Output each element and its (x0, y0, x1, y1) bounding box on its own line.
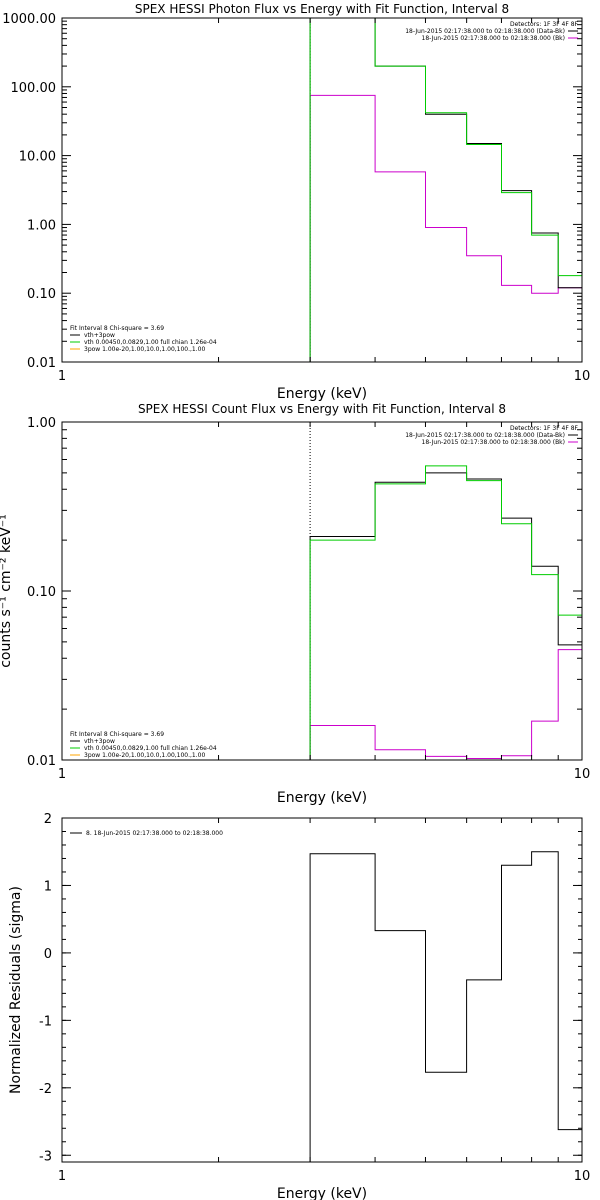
y-tick-label: 0.01 (27, 754, 56, 769)
x-tick-label: 10 (574, 1169, 591, 1184)
y-tick-label: 10.00 (19, 150, 56, 165)
y-tick-label: 2 (44, 812, 52, 827)
x-axis-title: Energy (keV) (277, 790, 367, 806)
bkg-series-line (309, 94, 582, 362)
plot-panel-1: SPEX HESSI Photon Flux vs Energy with Fi… (2, 2, 590, 402)
legend-entry: vth 0.00450,0.0829,1.00 full chian 1.26e… (84, 339, 217, 346)
fit-series-line (309, 465, 582, 760)
legend-entry: 3pow 1.00e-20,1.00,10.0,1.00,100.,1.00 (84, 346, 205, 353)
legend-entry: 8. 18-Jun-2015 02:17:38.000 to 02:18:38.… (86, 830, 223, 837)
plot-frame (61, 421, 583, 761)
legend-entry: 18-Jun-2015 02:17:38.000 to 02:18:38.000… (405, 432, 565, 439)
legend-top: 8. 18-Jun-2015 02:17:38.000 to 02:18:38.… (70, 830, 223, 837)
plot-panel-3: 1 10 -3 -2 -1 0 1 2 Energy (keV) Normalized Resid… (8, 812, 590, 1200)
data-series-line (309, 18, 582, 362)
bkg-series-line (309, 649, 582, 760)
x-tick-label: 1 (58, 767, 66, 782)
legend-bottom: Fit Interval 8 Chi-square = 3.69vth+3pow… (70, 325, 217, 353)
y-tick-label: 1 (44, 879, 52, 894)
legend-entry: 18-Jun-2015 02:17:38.000 to 02:18:38.000… (405, 28, 565, 35)
x-tick-label: 1 (58, 369, 66, 384)
y-tick-label: 100.00 (11, 81, 57, 96)
data-series-line (309, 472, 582, 760)
x-axis-title: Energy (keV) (277, 1186, 367, 1200)
x-tick-label: 10 (574, 767, 591, 782)
plot-frame (61, 817, 583, 1163)
x-axis-title: Energy (keV) (277, 386, 367, 402)
fit-series-line (309, 18, 582, 362)
legend-entry: vth 0.00450,0.0829,1.00 full chian 1.26e… (84, 745, 217, 752)
plot-title: SPEX HESSI Photon Flux vs Energy with Fi… (135, 2, 509, 16)
legend-header: Detectors: 1F 3F 4F 8F (510, 21, 579, 28)
legend-entry: vth+3pow (84, 332, 115, 339)
legend-bottom: Fit Interval 8 Chi-square = 3.69vth+3pow… (70, 731, 217, 759)
plot-title: SPEX HESSI Count Flux vs Energy with Fit… (138, 402, 506, 416)
y-tick-label: 1.00 (27, 218, 56, 233)
x-tick-label: 10 (574, 369, 591, 384)
y-tick-label: -2 (39, 1082, 52, 1097)
legend-header: Detectors: 1F 3F 4F 8F (510, 425, 579, 432)
y-tick-label: 0.10 (27, 287, 56, 302)
y-tick-label: 0.01 (27, 356, 56, 371)
y-tick-label: -1 (39, 1014, 52, 1029)
y-axis-title: counts s⁻¹ cm⁻² keV⁻¹ (0, 514, 14, 668)
legend-entry: 18-Jun-2015 02:17:38.000 to 02:18:38.000… (422, 439, 565, 446)
legend-entry: 18-Jun-2015 02:17:38.000 to 02:18:38.000… (422, 35, 565, 42)
y-axis-title: Normalized Residuals (sigma) (8, 886, 24, 1094)
legend-header: Fit Interval 8 Chi-square = 3.69 (70, 325, 164, 332)
legend-entry: vth+3pow (84, 738, 115, 745)
legend-header: Fit Interval 8 Chi-square = 3.69 (70, 731, 164, 738)
plot-frame (61, 17, 583, 363)
x-tick-label: 1 (58, 1169, 66, 1184)
data-series-line (309, 851, 582, 1162)
y-tick-label: 1000.00 (2, 12, 56, 27)
legend-entry: 3pow 1.00e-20,1.00,10.0,1.00,100.,1.00 (84, 752, 205, 759)
plot-panel-2: SPEX HESSI Count Flux vs Energy with Fit… (0, 402, 590, 806)
y-tick-label: 1.00 (27, 416, 56, 431)
y-tick-label: 0.10 (27, 585, 56, 600)
y-tick-label: -3 (39, 1149, 52, 1164)
y-tick-label: 0 (44, 947, 52, 962)
